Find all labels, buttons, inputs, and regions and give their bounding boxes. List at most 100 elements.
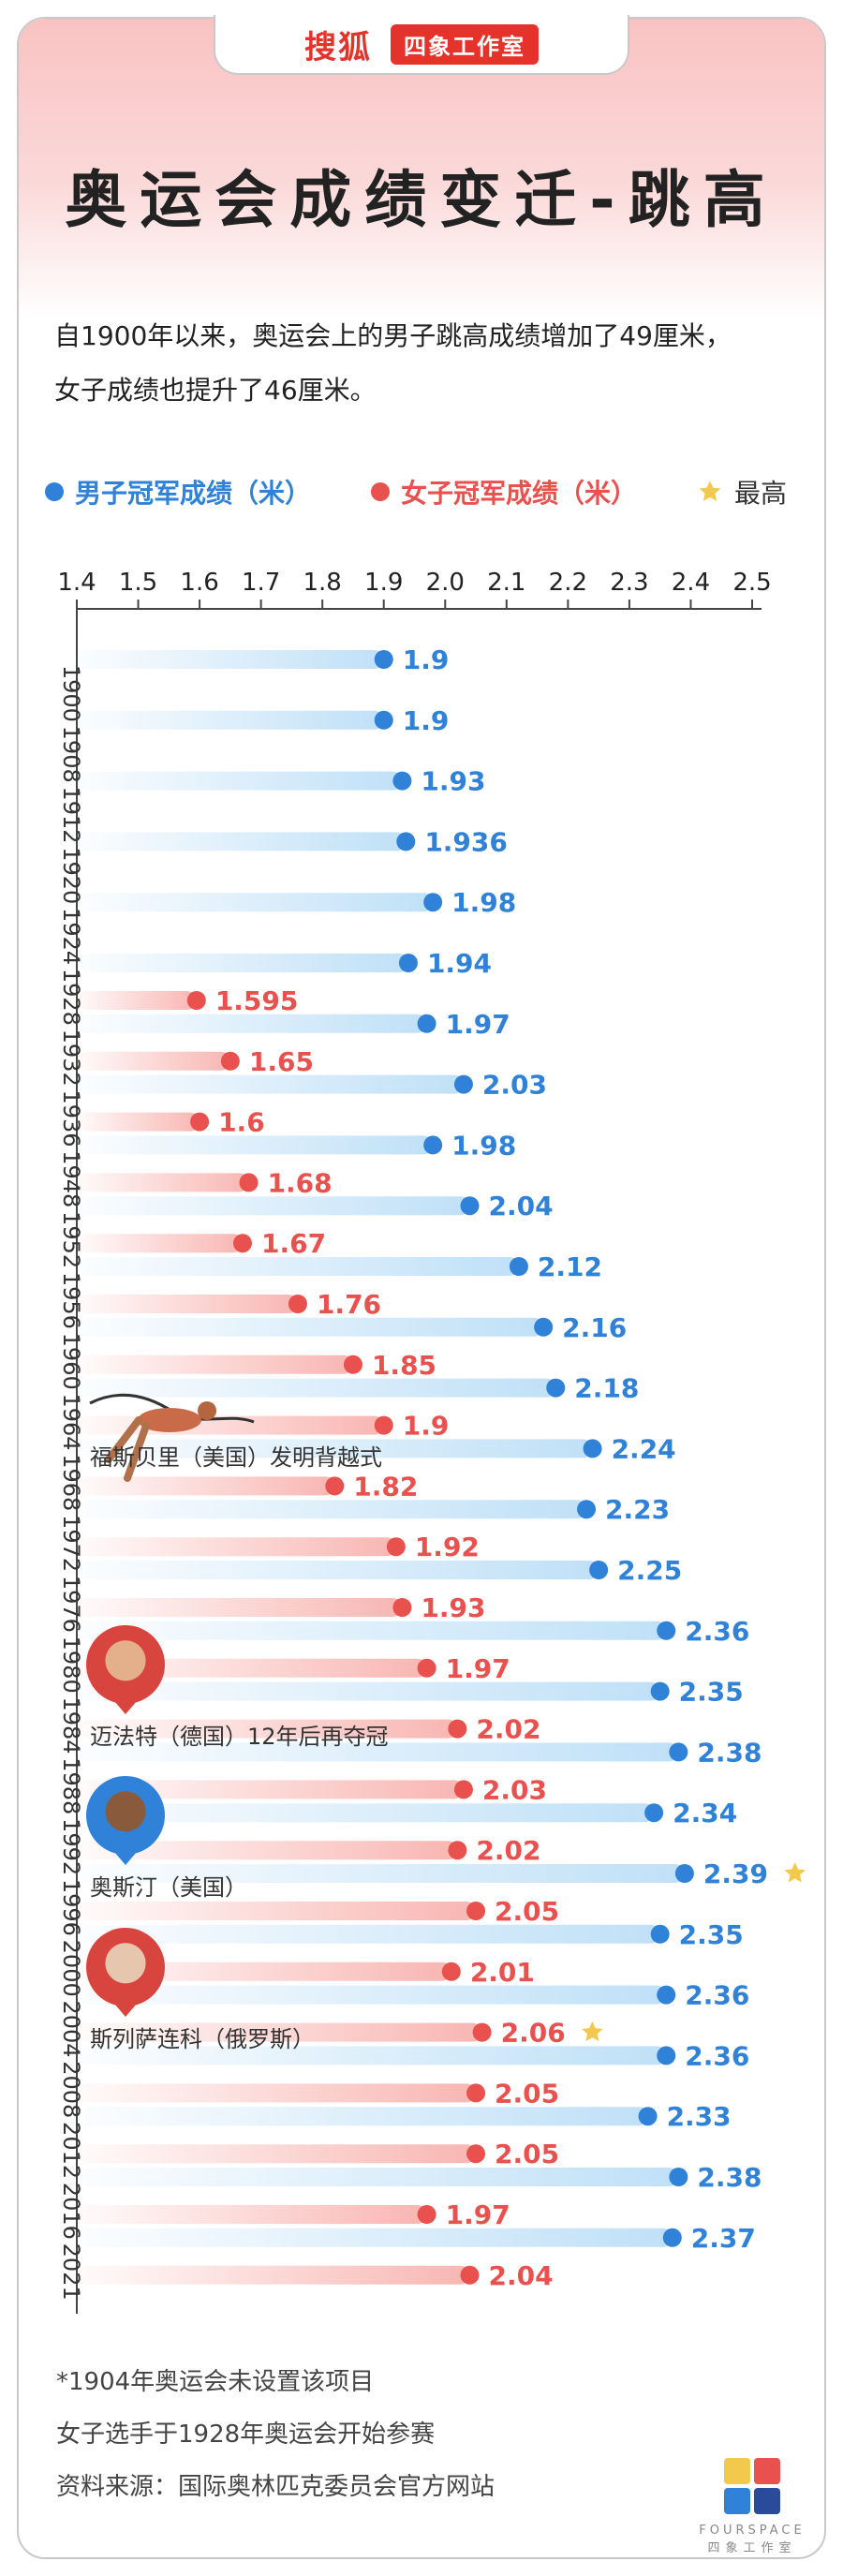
men-bar	[77, 1257, 519, 1276]
men-dot	[583, 1439, 602, 1458]
women-bar	[77, 1355, 353, 1374]
x-tick-label: 2.4	[672, 569, 710, 597]
men-bar	[77, 954, 408, 972]
men-bar	[77, 1317, 544, 1337]
men-value-label: 1.9	[403, 705, 450, 736]
men-bar	[77, 1074, 464, 1094]
men-dot	[650, 1924, 670, 1944]
women-bar	[77, 2144, 477, 2164]
men-dot	[509, 1257, 528, 1276]
men-bar	[77, 1439, 593, 1458]
men-dot	[650, 1681, 670, 1701]
men-value-label: 2.36	[685, 2040, 749, 2071]
brand-logo: 搜狐	[304, 28, 372, 67]
men-dot	[423, 1135, 443, 1155]
men-value-label: 1.94	[427, 948, 492, 979]
women-dot	[325, 1476, 345, 1496]
women-dot	[417, 1658, 436, 1678]
women-value-label: 2.05	[495, 2078, 559, 2109]
women-dot	[386, 1537, 406, 1557]
men-value-label: 2.03	[482, 1070, 547, 1101]
men-dot	[674, 1864, 694, 1883]
austin-label: 奥斯汀（美国）	[90, 1874, 247, 1901]
women-bar	[77, 1962, 451, 1981]
intro-line-1: 自1900年以来，奥运会上的男子跳高成绩增加了49厘米，	[54, 320, 732, 351]
logo-en: FOURSPACE	[699, 2524, 806, 2538]
studio-badge: 四象工作室	[391, 23, 539, 65]
men-value-label: 2.39	[703, 1858, 768, 1889]
men-bar	[77, 1561, 599, 1579]
x-tick-label: 1.8	[303, 569, 342, 597]
women-dot	[448, 1841, 467, 1860]
year-label: 1920	[58, 847, 84, 904]
men-dot	[374, 650, 393, 669]
slesarenko-photo	[86, 1928, 165, 2006]
women-bar	[77, 1112, 200, 1132]
men-value-label: 2.24	[612, 1433, 676, 1464]
men-dot	[423, 893, 443, 912]
legend-women: 女子冠军成绩（米）	[371, 473, 637, 511]
year-label: 1900	[58, 665, 84, 722]
logo-cn: 四象工作室	[707, 2541, 797, 2555]
women-bar	[77, 1841, 458, 1860]
women-dot	[392, 1598, 412, 1617]
women-value-label: 2.06	[501, 2018, 566, 2049]
women-dot	[190, 1112, 210, 1132]
logo-blocks-icon	[722, 2456, 782, 2516]
men-value-label: 2.04	[488, 1191, 553, 1221]
women-value-label: 1.93	[421, 1592, 485, 1623]
men-dot	[662, 2228, 682, 2247]
women-value-label: 2.02	[476, 1714, 540, 1745]
men-dot	[589, 1561, 609, 1579]
women-bar	[77, 991, 197, 1010]
brand-tab: 搜狐 四象工作室	[214, 15, 629, 75]
men-value-label: 2.34	[673, 1798, 737, 1828]
women-dot	[288, 1295, 307, 1313]
x-tick-label: 2.5	[732, 569, 771, 597]
men-bar	[77, 1378, 556, 1398]
men-bar	[77, 1500, 587, 1519]
meyfarth-photo	[86, 1625, 165, 1704]
men-value-label: 2.25	[617, 1555, 682, 1586]
men-value-label: 2.18	[574, 1373, 639, 1404]
men-bar	[77, 1864, 685, 1883]
men-dot	[577, 1500, 597, 1519]
women-bar	[77, 1902, 477, 1920]
women-bar	[77, 1051, 230, 1071]
men-dot	[534, 1317, 554, 1337]
footnotes: *1904年奥运会未设置该项目 女子选手于1928年奥运会开始参赛 资料来源：国…	[56, 2356, 495, 2513]
men-value-label: 1.98	[451, 1130, 516, 1161]
men-value-label: 2.38	[697, 1737, 762, 1768]
men-dot	[398, 954, 418, 972]
x-tick-label: 2.0	[426, 569, 465, 597]
women-dot	[239, 1173, 259, 1192]
women-dot	[343, 1355, 362, 1374]
women-bar	[77, 1476, 335, 1496]
meyfarth-pin-icon	[114, 1701, 137, 1714]
men-dot	[657, 2046, 676, 2065]
intro-line-2: 女子成绩也提升了46厘米。	[54, 375, 377, 406]
men-dot	[669, 1742, 688, 1762]
fosbury-jump-photo	[89, 1393, 255, 1482]
women-value-label: 2.03	[482, 1774, 547, 1805]
women-bar	[77, 1780, 464, 1799]
women-dot	[232, 1234, 252, 1253]
women-value-label: 2.02	[476, 1835, 540, 1866]
slesarenko-pin-icon	[114, 2004, 137, 2017]
x-tick-label: 1.9	[364, 569, 403, 597]
women-bar	[77, 1173, 249, 1192]
men-bar	[77, 1681, 660, 1701]
women-value-label: 1.85	[372, 1350, 436, 1381]
foursapce-logo: FOURSPACE 四象工作室	[691, 2456, 813, 2555]
women-bar	[77, 1234, 243, 1253]
men-bar	[77, 2046, 667, 2065]
max-star-icon	[582, 2021, 603, 2042]
women-value-label: 1.6	[218, 1107, 265, 1138]
men-bar	[77, 771, 403, 791]
men-value-label: 2.35	[679, 1919, 744, 1950]
men-bar	[77, 1621, 667, 1640]
men-value-label: 1.936	[424, 826, 508, 857]
footnote-1904: *1904年奥运会未设置该项目	[56, 2368, 375, 2396]
page-title: 奥运会成绩变迁-跳高	[65, 164, 778, 236]
